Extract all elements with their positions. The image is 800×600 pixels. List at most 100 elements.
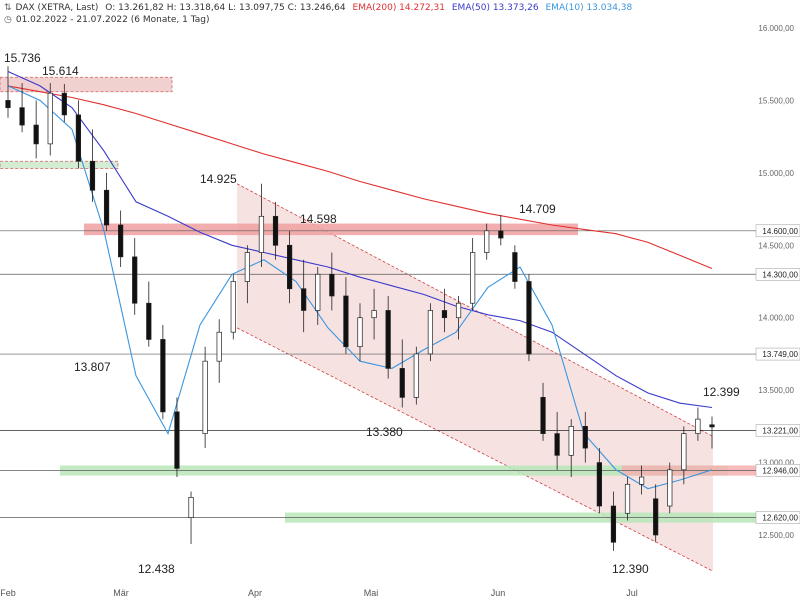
ema-line bbox=[7, 85, 713, 490]
x-tick-label: Apr bbox=[248, 588, 262, 598]
chart-header-line1: ⇅ DAX (XETRA, Last) O: 13.261,82 H: 13.31… bbox=[4, 3, 636, 13]
level-label-box bbox=[755, 424, 800, 437]
symbol-label: DAX (XETRA, Last) bbox=[15, 3, 99, 13]
ema10-legend: EMA(10) 13.034,38 bbox=[545, 3, 633, 13]
candle-body bbox=[188, 496, 194, 518]
candle-body bbox=[653, 498, 659, 536]
candle-body bbox=[329, 273, 335, 297]
level-label: 14.600,00 bbox=[762, 227, 798, 236]
candle-body bbox=[301, 288, 307, 311]
price-annotation: 14.925 bbox=[200, 172, 237, 186]
y-tick-label: 16.000,00 bbox=[758, 24, 794, 33]
y-tick-label: 13.000,00 bbox=[758, 459, 794, 468]
level-label-box bbox=[755, 464, 800, 477]
candle-body bbox=[287, 244, 293, 290]
candle-body bbox=[315, 273, 321, 311]
candle-body bbox=[610, 505, 617, 543]
chart-header-line2: ◷ 01.02.2022 - 21.07.2022 (6 Monate, 1 Ta… bbox=[4, 15, 213, 25]
candle-body bbox=[624, 483, 631, 514]
candle-body bbox=[146, 302, 152, 340]
candle-body bbox=[244, 252, 250, 282]
ema50-legend: EMA(50) 13.373,26 bbox=[451, 3, 539, 13]
candle-body bbox=[47, 92, 53, 145]
ema200-legend: EMA(200) 14.272,31 bbox=[352, 3, 445, 13]
candle-body bbox=[89, 160, 96, 191]
candle-body bbox=[470, 252, 476, 304]
candle-body bbox=[638, 476, 645, 485]
level-label-box bbox=[755, 224, 800, 238]
period-label: 01.02.2022 - 21.07.2022 (6 Monate, 1 Tag… bbox=[15, 15, 210, 25]
level-label: 12.620,00 bbox=[762, 514, 798, 523]
candle-body bbox=[202, 360, 208, 434]
chart-symbol-icon: ⇅ bbox=[4, 3, 12, 13]
support-resistance-zone bbox=[0, 160, 119, 169]
level-label: 13.221,00 bbox=[762, 427, 798, 436]
price-annotation: 15.614 bbox=[42, 64, 79, 78]
y-tick-label: 14.500,00 bbox=[758, 241, 794, 250]
level-label-box bbox=[755, 347, 800, 361]
support-resistance-zone bbox=[84, 223, 578, 236]
candle-body bbox=[174, 411, 180, 469]
candle-body bbox=[19, 107, 25, 126]
price-annotation: 12.390 bbox=[612, 562, 649, 576]
candle-body bbox=[399, 368, 405, 398]
x-tick-label: Mai bbox=[364, 588, 379, 598]
level-label: 13.749,00 bbox=[762, 350, 798, 359]
ema-line bbox=[7, 85, 713, 270]
candle-body bbox=[512, 252, 518, 282]
candle-body bbox=[667, 469, 673, 507]
price-annotation: 12.399 bbox=[703, 385, 740, 399]
candle-body bbox=[61, 92, 67, 116]
candle-body bbox=[343, 295, 349, 348]
candle-body bbox=[75, 114, 82, 162]
channel-lower-line bbox=[236, 327, 714, 572]
candle-body bbox=[441, 310, 448, 319]
x-tick-label: Jun bbox=[491, 588, 506, 598]
price-annotation: 14.709 bbox=[519, 202, 556, 216]
candle-body bbox=[357, 317, 363, 348]
candle-body bbox=[568, 426, 574, 456]
candle-body bbox=[695, 418, 701, 434]
price-annotation: 14.598 bbox=[300, 212, 337, 226]
y-tick-label: 15.500,00 bbox=[758, 96, 794, 105]
y-tick-label: 13.500,00 bbox=[758, 386, 794, 395]
price-annotation: 13.807 bbox=[74, 360, 111, 374]
x-tick-label: Jul bbox=[626, 588, 638, 598]
candle-body bbox=[5, 100, 11, 109]
candle-body bbox=[413, 353, 419, 398]
candle-body bbox=[371, 310, 377, 319]
level-label-box bbox=[755, 511, 800, 524]
candle-body bbox=[118, 224, 124, 258]
candle-body bbox=[709, 424, 715, 428]
ohlc-values: O: 13.261,82 H: 13.318,64 L: 13.097,75 C… bbox=[105, 3, 346, 13]
candle-body bbox=[554, 433, 560, 456]
candle-body bbox=[160, 339, 166, 413]
candle-body bbox=[230, 281, 236, 333]
candle-body bbox=[526, 281, 532, 355]
candle-body bbox=[216, 331, 222, 362]
candle-body bbox=[455, 302, 462, 319]
price-annotation: 12.438 bbox=[138, 562, 175, 576]
y-tick-label: 14.000,00 bbox=[758, 314, 794, 323]
candle-body bbox=[484, 230, 490, 253]
level-label: 12.946,00 bbox=[762, 466, 798, 475]
candle-body bbox=[103, 189, 110, 226]
candle-body bbox=[498, 230, 504, 239]
candle-body bbox=[681, 433, 687, 471]
candle-body bbox=[272, 215, 279, 246]
price-annotation: 15.736 bbox=[4, 51, 41, 65]
y-tick-label: 15.000,00 bbox=[758, 169, 794, 178]
level-label: 14.300,00 bbox=[762, 270, 798, 279]
candle-body bbox=[33, 124, 39, 145]
ema-line bbox=[7, 70, 713, 409]
level-label-box bbox=[755, 268, 800, 281]
price-annotation: 13.380 bbox=[366, 425, 403, 439]
x-tick-label: Feb bbox=[0, 588, 16, 598]
candle-body bbox=[582, 426, 588, 449]
x-tick-label: Mär bbox=[113, 588, 129, 598]
candle-body bbox=[540, 397, 546, 434]
candle-body bbox=[132, 256, 138, 304]
y-tick-label: 12.500,00 bbox=[758, 531, 794, 540]
clock-icon: ◷ bbox=[4, 15, 12, 25]
